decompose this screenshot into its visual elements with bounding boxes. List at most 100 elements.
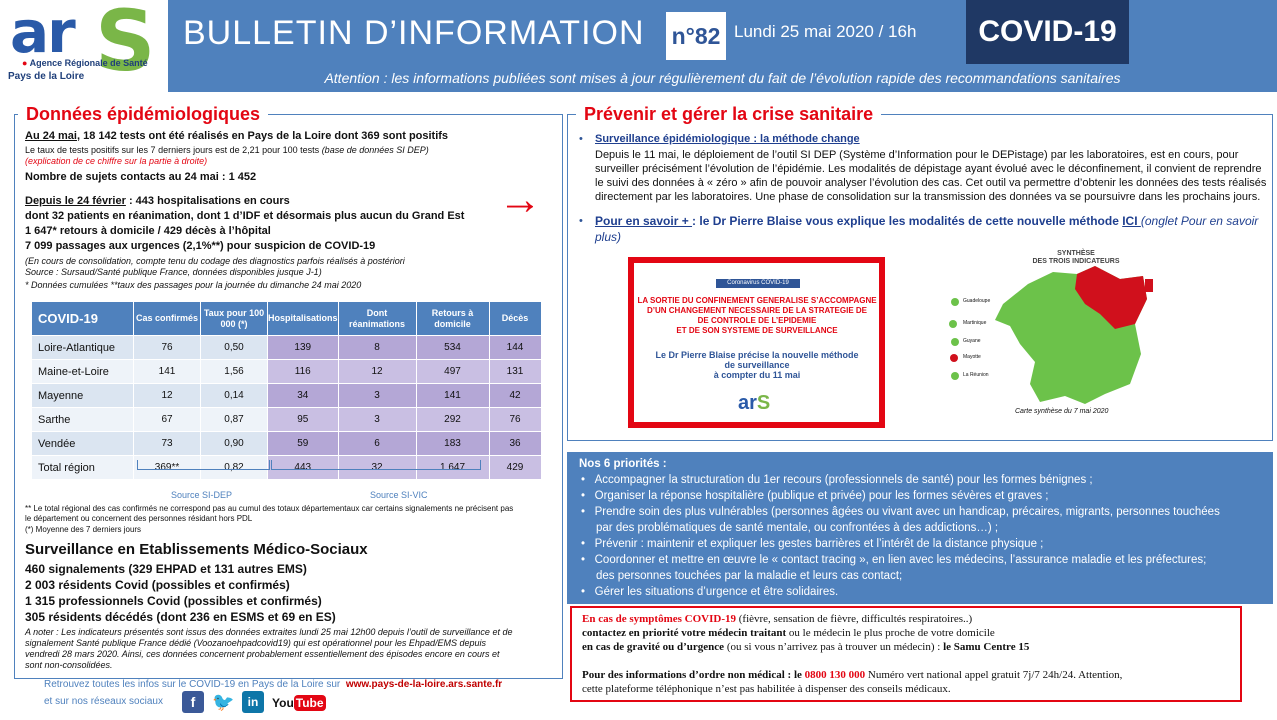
- table-cell: 183: [415, 431, 490, 456]
- table-footnote-2: le département ou concernent des personn…: [25, 514, 253, 523]
- priority-item: • Gérer les situations d’urgence et être…: [581, 586, 839, 598]
- table-cell: 0,87: [200, 407, 268, 432]
- footer-social-text: et sur nos réseaux sociaux: [44, 696, 163, 707]
- table-cell: 1 647: [415, 455, 490, 480]
- note-2: Source : Sursaud/Santé publique France, …: [25, 267, 322, 277]
- more-info-line-2: plus): [595, 230, 622, 244]
- footer-text: Retrouvez toutes les infos sur le COVID-…: [44, 679, 503, 690]
- facebook-icon[interactable]: f: [182, 691, 204, 713]
- map-caption: Carte synthèse du 7 mai 2020: [1015, 408, 1109, 415]
- table-cell: 34: [267, 383, 339, 408]
- logo-ars-text: ar: [10, 0, 76, 66]
- table-cell: 0,82: [200, 455, 268, 480]
- ems-line-2: 2 003 résidents Covid (possibles et conf…: [25, 578, 290, 592]
- rea-line: dont 32 patients en réanimation, dont 1 …: [25, 210, 465, 222]
- table-cell: 59: [267, 431, 339, 456]
- table-footnote-3: (*) Moyenne des 7 derniers jours: [25, 525, 142, 534]
- arrow-right-icon: →: [498, 175, 542, 224]
- table-header: Hospitalisations: [267, 301, 339, 336]
- surveillance-link[interactable]: Surveillance épidémiologique : la méthod…: [595, 133, 860, 145]
- department-name: Maine-et-Loire: [31, 359, 134, 384]
- table-header: COVID-19: [31, 301, 134, 336]
- department-name: Loire-Atlantique: [31, 335, 134, 360]
- table-cell: 141: [415, 383, 490, 408]
- logo-region-name: Pays de la Loire: [8, 71, 85, 82]
- logo-agency-name: ● Agence Régionale de Santé: [22, 58, 148, 68]
- priority-item-cont: des personnes touchées par la maladie et…: [596, 570, 903, 582]
- table-row: Maine-et-Loire 141 1,56 116 12 497 131: [31, 359, 542, 384]
- department-name: Sarthe: [31, 407, 134, 432]
- epi-data-panel: [14, 114, 563, 679]
- table-header-row: COVID-19 Cas confirmés Taux pour 100 000…: [31, 301, 542, 336]
- department-name: Total région: [31, 455, 134, 480]
- table-cell: 497: [415, 359, 490, 384]
- twitter-icon[interactable]: 🐦: [212, 691, 235, 713]
- ems-line-1: 460 signalements (329 EHPAD et 131 autre…: [25, 562, 307, 576]
- map-label: Martinique: [963, 320, 987, 326]
- table-header: Retours à domicile: [415, 301, 490, 336]
- bulletin-date: Lundi 25 mai 2020 / 16h: [734, 22, 917, 41]
- bullet-icon: •: [579, 215, 583, 227]
- table-cell: 76: [488, 407, 542, 432]
- youtube-icon[interactable]: You Tube: [272, 695, 326, 711]
- note-1: (En cours de consolidation, compte tenu …: [25, 256, 405, 266]
- video-logo: arS: [738, 392, 771, 414]
- table-cell: 3: [337, 383, 417, 408]
- source-vic-label: Source SI-VIC: [370, 490, 428, 500]
- priorities-box: Nos 6 priorités : • Accompagner la struc…: [567, 452, 1273, 604]
- table-cell: 369**: [133, 455, 201, 480]
- map-label: Guyane: [963, 338, 981, 344]
- table-cell: 139: [267, 335, 339, 360]
- urg-line: 7 099 passages aux urgences (2,1%**) pou…: [25, 240, 376, 252]
- contact-line-3: en cas de gravité ou d’urgence (ou si vo…: [582, 641, 1030, 653]
- table-cell: 36: [488, 431, 542, 456]
- table-cell: 0,50: [200, 335, 268, 360]
- more-info-line: Pour en savoir + : le Dr Pierre Blaise v…: [595, 214, 1259, 228]
- table-cell: 131: [488, 359, 542, 384]
- table-cell: 32: [337, 455, 417, 480]
- table-cell: 8: [337, 335, 417, 360]
- table-cell: 73: [133, 431, 201, 456]
- home-line: 1 647* retours à domicile / 429 décès à …: [25, 225, 271, 237]
- table-row: Sarthe 67 0,87 95 3 292 76: [31, 407, 542, 432]
- surveillance-text-2: surveiller précisément l’évolution de l’…: [595, 163, 1262, 175]
- video-headline: LA SORTIE DU CONFINEMENT GENERALISE S’AC…: [637, 296, 877, 335]
- map-label: Guadeloupe: [963, 298, 991, 304]
- prevention-section-title: Prévenir et gérer la crise sanitaire: [576, 104, 882, 125]
- covid-department-table: COVID-19 Cas confirmés Taux pour 100 000…: [31, 301, 542, 480]
- ems-note-1: A noter : Les indicateurs présentés sont…: [25, 627, 513, 637]
- site-link[interactable]: www.pays-de-la-loire.ars.sante.fr: [345, 679, 503, 690]
- contact-line-2: contactez en priorité votre médecin trai…: [582, 627, 995, 639]
- table-row: Total région 369** 0,82 443 32 1 647 429: [31, 455, 542, 480]
- tests-line: Au 24 mai, 18 142 tests ont été réalisés…: [25, 130, 449, 142]
- video-header: Coronavirus COVID-19: [716, 279, 800, 288]
- table-cell: 76: [133, 335, 201, 360]
- contact-box: En cas de symptômes COVID-19 (fièvre, se…: [570, 606, 1242, 702]
- ems-line-3: 1 315 professionnels Covid (possibles et…: [25, 594, 322, 608]
- table-cell: 443: [267, 455, 339, 480]
- linkedin-icon[interactable]: in: [242, 691, 264, 713]
- table-cell: 1,56: [200, 359, 268, 384]
- table-header: Décès: [488, 301, 542, 336]
- table-header: Taux pour 100 000 (*): [200, 301, 268, 336]
- table-cell: 3: [337, 407, 417, 432]
- source-dep-brace: [137, 460, 270, 470]
- ems-note-4: sont non-consolidées.: [25, 660, 113, 670]
- surveillance-text-3: le suivi des données à « zéro » afin de …: [595, 177, 1267, 189]
- priorities-title: Nos 6 priorités :: [579, 458, 667, 470]
- contact-line-5: cette plateforme téléphonique n’est pas …: [582, 683, 951, 695]
- surveillance-text-1: Depuis le 11 mai, le déploiement de l’ou…: [595, 149, 1239, 161]
- table-cell: 292: [415, 407, 490, 432]
- more-info-link[interactable]: Pour en savoir +: [595, 214, 693, 228]
- department-name: Vendée: [31, 431, 134, 456]
- logo-s-letter: S: [95, 0, 156, 90]
- ems-section-title: Surveillance en Etablissements Médico-So…: [25, 541, 368, 558]
- ici-link[interactable]: ICI: [1122, 214, 1141, 228]
- table-cell: 6: [337, 431, 417, 456]
- priority-item-cont: par des problématiques de santé mentale,…: [596, 522, 999, 534]
- attention-banner: Attention : les informations publiées so…: [324, 70, 1121, 86]
- table-footnote-1: ** Le total régional des cas confirmés n…: [25, 504, 514, 513]
- note-3: * Données cumulées **taux des passages p…: [25, 280, 362, 290]
- table-cell: 144: [488, 335, 542, 360]
- table-cell: 67: [133, 407, 201, 432]
